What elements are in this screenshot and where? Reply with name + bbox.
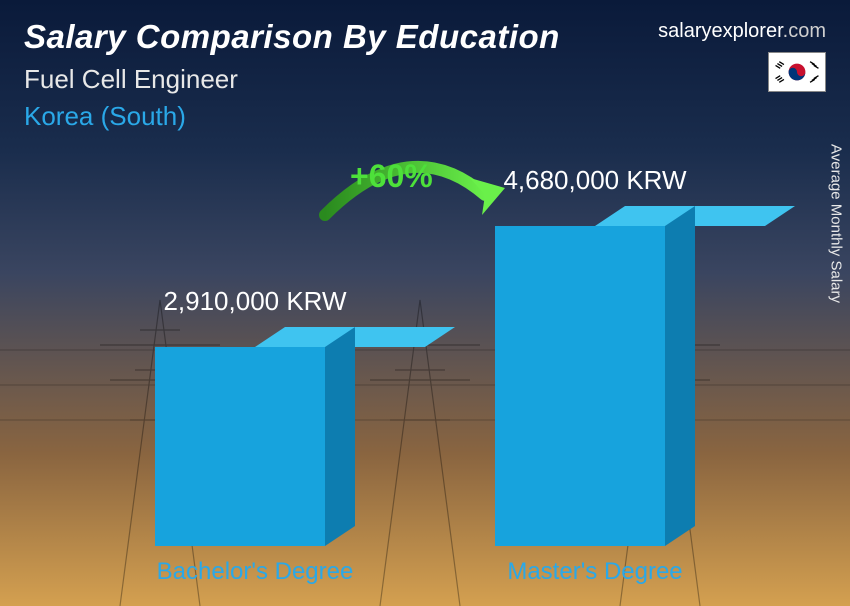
- bar-front-face: [155, 347, 325, 546]
- x-label-master: Master's Degree: [465, 558, 725, 586]
- brand-suffix: .com: [783, 20, 826, 42]
- chart-area: 2,910,000 KRW 4,680,000 KRW: [0, 160, 850, 546]
- bar-side-face: [325, 327, 355, 546]
- x-axis-labels: Bachelor's Degree Master's Degree: [0, 558, 850, 588]
- bar-value-label: 2,910,000 KRW: [125, 286, 385, 317]
- brand-name: salaryexplorer: [658, 20, 783, 42]
- bar-side-face: [665, 206, 695, 546]
- bar-3d: [495, 206, 695, 546]
- x-label-bachelor: Bachelor's Degree: [125, 558, 385, 586]
- bar-3d: [155, 327, 355, 546]
- brand-logo: salaryexplorer.com: [658, 20, 826, 43]
- job-title: Fuel Cell Engineer: [24, 64, 826, 95]
- bar-bachelor: 2,910,000 KRW: [155, 327, 355, 546]
- country-flag-icon: [768, 52, 826, 92]
- bar-master: 4,680,000 KRW: [495, 206, 695, 546]
- bar-top-face: [595, 206, 795, 226]
- country-name: Korea (South): [24, 101, 826, 132]
- bar-value-label: 4,680,000 KRW: [465, 165, 725, 196]
- bar-front-face: [495, 226, 665, 546]
- bar-top-face: [255, 327, 455, 347]
